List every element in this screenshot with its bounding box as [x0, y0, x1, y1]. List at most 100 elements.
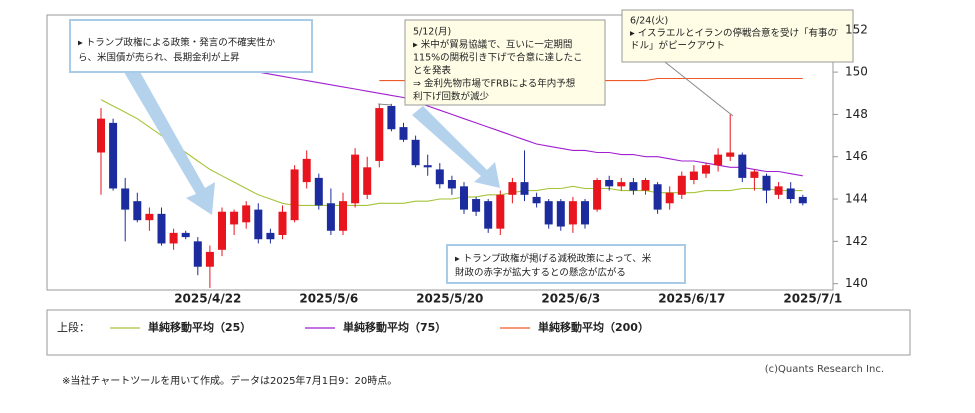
y-tick-label: 146	[845, 149, 868, 163]
candle-body	[484, 201, 493, 229]
candle-body	[169, 232, 178, 244]
candle-body	[242, 205, 251, 223]
candle-body	[411, 139, 420, 166]
candle-body	[145, 213, 154, 221]
legend-entry: 単純移動平均（25）	[148, 320, 251, 334]
legend-label: 上段：	[57, 320, 90, 334]
annotation-text: 5/12(月)	[413, 27, 451, 38]
candle-body	[193, 241, 202, 267]
candle-body	[738, 154, 747, 178]
candle-body	[278, 211, 287, 235]
annotation-text: ⇒ 金利先物市場でFRBによる年内予想	[413, 78, 576, 90]
annotation-box	[69, 19, 313, 73]
candle-body	[447, 180, 456, 189]
footnote: ※当社チャートツールを用いて作成。データは2025年7月1日9：20時点。	[62, 374, 397, 387]
candle-body	[750, 171, 759, 178]
candle-body	[629, 182, 638, 191]
annotation-text: 利下げ回数が減少	[413, 91, 490, 103]
candle-body	[230, 211, 239, 225]
annotation-text: 115%の関税引き下げで合意に達したこ	[413, 52, 583, 64]
candle-body	[387, 105, 396, 130]
candle-body	[532, 196, 541, 204]
candle-body	[157, 213, 166, 244]
candle-body	[375, 108, 384, 161]
candle-body	[460, 186, 468, 210]
annotation-box	[404, 19, 606, 106]
candle-body	[351, 154, 360, 204]
candle-body	[568, 201, 577, 225]
x-tick-label: 2025/6/17	[658, 292, 725, 306]
annotation-text: ▸ トランプ政権による政策・発言の不確実性か	[78, 37, 276, 49]
candle-body	[496, 194, 505, 229]
candle-body	[435, 169, 444, 185]
candle-body	[109, 122, 118, 189]
arrow	[412, 106, 500, 188]
candle-body	[774, 186, 783, 195]
candle-body	[617, 182, 626, 187]
candle-body	[399, 127, 408, 140]
annotation-text: ▸ イスラエルとイランの停戦合意を受け「有事の	[630, 27, 837, 39]
candle-body	[653, 184, 662, 210]
candle-body	[266, 232, 275, 240]
y-tick-label: 142	[845, 234, 868, 248]
candle-body	[339, 201, 347, 231]
candle-body	[593, 180, 602, 210]
candle-body	[302, 158, 311, 183]
candle-body	[544, 201, 553, 225]
x-tick-label: 2025/5/6	[299, 292, 358, 306]
candle-body	[423, 165, 432, 168]
candle-body	[508, 182, 517, 195]
candle-body	[314, 177, 323, 206]
legend-entry: 単純移動平均（200）	[538, 320, 649, 334]
annotation-text: ▸ 米中が貿易協議で、互いに一定期間	[413, 39, 572, 51]
x-tick-label: 2025/6/3	[541, 292, 600, 306]
candle-body	[641, 180, 650, 191]
annotation-box	[621, 9, 854, 63]
y-tick-label: 144	[845, 192, 868, 206]
candle-body	[205, 251, 214, 267]
leader-line	[664, 61, 734, 117]
candle-body	[290, 169, 299, 221]
x-tick-label: 2025/7/1	[783, 292, 842, 306]
y-tick-label: 150	[845, 65, 868, 79]
candle-body	[121, 188, 130, 210]
candle-body	[702, 165, 710, 174]
annotation-text: とを発表	[413, 65, 452, 77]
candle-body	[520, 182, 529, 195]
moving-average-line	[100, 99, 803, 206]
annotation-text: 6/24(火)	[630, 16, 668, 27]
candle-body	[798, 196, 807, 204]
credit: (c)Quants Research Inc.	[765, 364, 884, 375]
candle-body	[97, 118, 105, 153]
annotation-text: ▸ トランプ政権が掲げる減税政策によって、米	[455, 253, 652, 265]
legend-entry: 単純移動平均（75）	[343, 320, 446, 334]
candle-body	[363, 167, 372, 195]
leader-line	[377, 103, 393, 106]
candle-body	[762, 175, 771, 191]
annotation-text: 財政の赤字が拡大するとの懸念が広がる	[455, 267, 626, 279]
candle-body	[689, 171, 698, 180]
candle-body	[581, 201, 589, 225]
arrow	[118, 54, 215, 215]
candle-body	[786, 188, 795, 200]
candle-body	[472, 199, 481, 212]
candle-body	[677, 175, 686, 195]
candle-body	[665, 192, 674, 204]
arrows	[118, 54, 500, 215]
annotation-box	[446, 244, 686, 284]
x-tick-label: 2025/4/22	[174, 292, 241, 306]
legend-box	[46, 309, 911, 356]
y-tick-label: 148	[845, 107, 868, 121]
y-tick-label: 152	[845, 22, 868, 36]
annotation-text: ドル」がピークアウト	[630, 40, 725, 52]
candle-body	[133, 201, 142, 221]
candle-body	[556, 201, 565, 227]
annotation-text: ら、米国債が売られ、長期金利が上昇	[78, 52, 240, 64]
candle-body	[181, 232, 190, 238]
candle-body	[605, 180, 614, 187]
y-tick-label: 140	[845, 276, 868, 290]
candle-body	[714, 154, 723, 166]
candle-body	[218, 211, 226, 250]
candle-body	[726, 152, 735, 157]
